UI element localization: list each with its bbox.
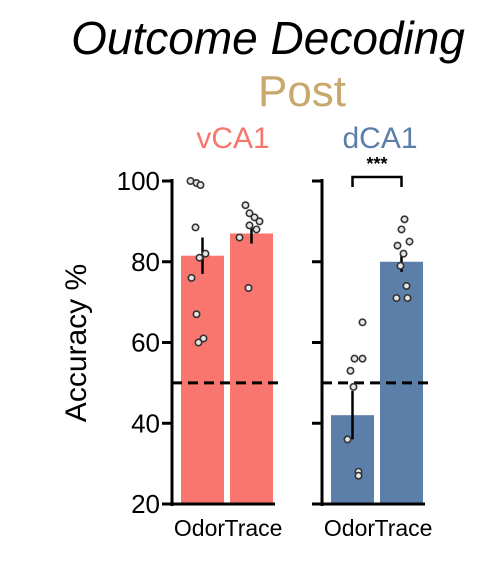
data-point <box>187 273 196 282</box>
panel-title-dca1: dCA1 <box>342 122 417 155</box>
data-point <box>199 334 208 343</box>
data-point <box>403 294 412 303</box>
chart-subtitle: Post <box>258 67 346 116</box>
data-point <box>393 241 402 250</box>
data-point <box>195 253 204 262</box>
data-point <box>343 435 352 444</box>
data-point <box>396 261 405 270</box>
bar-vca1-odor <box>181 255 224 504</box>
data-point <box>245 209 254 218</box>
x-tick-label: Trace <box>225 515 283 541</box>
data-point <box>405 237 414 246</box>
panel-title-vca1: vCA1 <box>196 122 269 155</box>
data-point <box>349 382 358 391</box>
chart-title: Outcome Decoding <box>71 12 465 64</box>
data-point <box>196 181 205 190</box>
data-point <box>392 294 401 303</box>
data-point <box>245 221 254 230</box>
significance-bracket <box>351 175 403 187</box>
data-point <box>252 225 261 234</box>
x-tick-label: Odor <box>324 515 375 541</box>
data-point <box>194 338 203 347</box>
data-point <box>235 233 244 242</box>
data-point <box>350 354 359 363</box>
data-point <box>346 366 355 375</box>
significance-label: *** <box>366 154 387 174</box>
y-tick-label: 60 <box>131 328 160 358</box>
data-point <box>241 201 250 210</box>
x-tick-label: Trace <box>375 515 433 541</box>
data-point <box>358 354 367 363</box>
data-point <box>191 223 200 232</box>
data-point <box>358 318 367 327</box>
data-point <box>201 249 210 258</box>
data-point <box>402 281 411 290</box>
y-tick-label: 80 <box>131 247 160 277</box>
data-point <box>400 215 409 224</box>
data-point <box>192 310 201 319</box>
data-point <box>397 225 406 234</box>
data-point <box>244 283 253 292</box>
y-tick-label: 100 <box>117 166 160 196</box>
data-point <box>255 217 264 226</box>
data-point <box>399 249 408 258</box>
x-tick-label: Odor <box>174 515 225 541</box>
data-point <box>354 471 363 480</box>
y-tick-label: 20 <box>131 489 160 519</box>
bar-vca1-trace <box>230 233 273 505</box>
y-tick-label: 40 <box>131 408 160 438</box>
y-axis-label: Accuracy % <box>60 264 93 422</box>
data-point <box>250 213 259 222</box>
